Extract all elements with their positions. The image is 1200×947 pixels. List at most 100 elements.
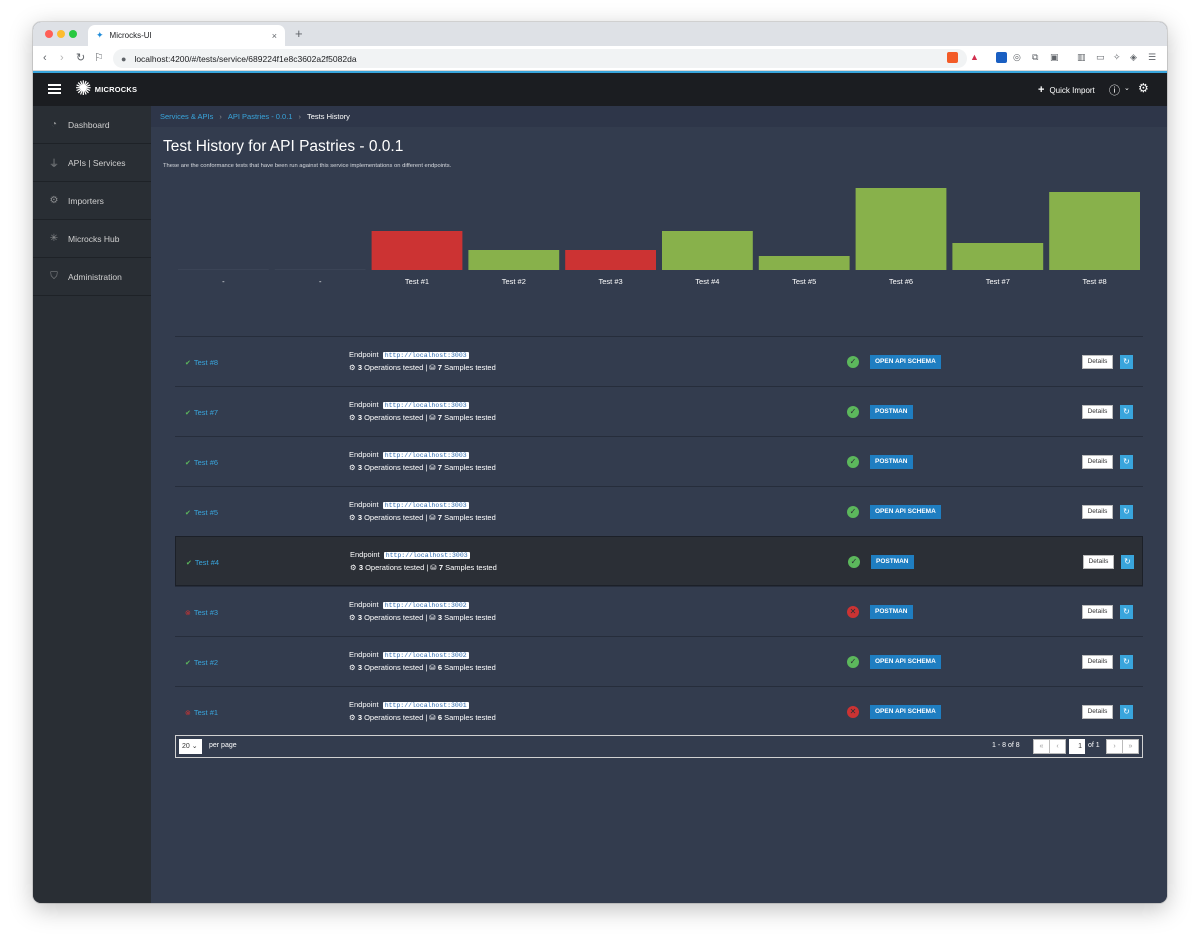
bitwarden-icon[interactable]	[996, 52, 1007, 63]
hamburger-menu-icon[interactable]	[48, 84, 61, 94]
samples-count: 6	[437, 713, 442, 722]
endpoint-line: Endpoint http://localhost:3002	[349, 600, 469, 609]
bookmark-icon[interactable]: ⚐	[94, 52, 104, 64]
sidebar-item-apis-services[interactable]: ⏚ APIs | Services	[33, 144, 151, 182]
browser-menu-icon[interactable]: ☰	[1148, 52, 1157, 62]
back-icon[interactable]: ‹	[43, 52, 47, 64]
test-link[interactable]: ⊗ Test #3	[185, 608, 218, 617]
extension-chat-icon[interactable]: ◎	[1013, 52, 1021, 62]
breadcrumb-services-apis[interactable]: Services & APIs	[160, 112, 214, 121]
sidebar-item-microcks-hub[interactable]: ✳ Microcks Hub	[33, 220, 151, 258]
details-button[interactable]: Details	[1082, 655, 1113, 669]
quick-import-button[interactable]: + Quick Import	[1038, 84, 1095, 96]
minimize-window-button[interactable]	[57, 30, 65, 38]
rerun-icon[interactable]: ↻	[1121, 555, 1134, 569]
extension-translate-icon[interactable]: ▣	[1050, 52, 1059, 62]
sidebar-item-administration[interactable]: ⛉ Administration	[33, 258, 151, 296]
chart-bar[interactable]	[855, 188, 947, 270]
chart-bar[interactable]	[1049, 192, 1140, 270]
details-button[interactable]: Details	[1082, 705, 1113, 719]
vpn-icon[interactable]: ◈	[1130, 52, 1137, 62]
sidebar-item-dashboard[interactable]: ◔ Dashboard	[33, 106, 151, 144]
previous-page-icon[interactable]: ‹	[1049, 739, 1066, 754]
chart-bar[interactable]	[758, 256, 850, 270]
wallet-icon[interactable]: ▭	[1096, 52, 1105, 62]
url-text: localhost:4200/#/tests/service/689224f1e…	[134, 53, 357, 64]
success-status-icon: ✔	[185, 359, 191, 367]
main-content: Services & APIs › API Pastries - 0.0.1 ›…	[151, 106, 1167, 903]
details-button[interactable]: Details	[1082, 405, 1113, 419]
browser-tab[interactable]: ✦ Microcks-UI ×	[88, 25, 285, 46]
rerun-icon[interactable]: ↻	[1120, 505, 1133, 519]
last-page-icon[interactable]: »	[1122, 739, 1139, 754]
rerun-icon[interactable]: ↻	[1120, 605, 1133, 619]
extension-puzzle-icon[interactable]: ⧉	[1032, 52, 1039, 62]
chart-bar[interactable]	[952, 243, 1044, 270]
test-link[interactable]: ✔ Test #5	[185, 508, 218, 517]
samples-count: 7	[437, 463, 442, 472]
sidebar-toggle-icon[interactable]: ▥	[1077, 52, 1086, 62]
chart-bar[interactable]	[178, 269, 269, 270]
cogs-icon: ⚙	[49, 195, 59, 206]
test-link[interactable]: ✔ Test #8	[185, 358, 218, 367]
maximize-window-button[interactable]	[69, 30, 77, 38]
chart-tick-label: Test #6	[889, 277, 913, 286]
rerun-icon[interactable]: ↻	[1120, 655, 1133, 669]
test-name: Test #7	[193, 408, 219, 417]
cog-icon: ⚙	[349, 713, 356, 722]
chevron-down-icon[interactable]: ⌄	[1124, 85, 1130, 92]
chart-bar[interactable]	[565, 250, 656, 270]
gear-icon[interactable]: ⚙	[1138, 81, 1149, 95]
samples-label: Samples tested	[445, 563, 497, 572]
test-link[interactable]: ⊗ Test #1	[185, 708, 218, 717]
leo-ai-icon[interactable]: ✧	[1113, 52, 1121, 62]
tab-close-icon[interactable]: ×	[271, 30, 277, 41]
test-link[interactable]: ✔ Test #7	[185, 408, 218, 417]
chart-bar[interactable]	[468, 250, 560, 270]
details-button[interactable]: Details	[1082, 355, 1113, 369]
endpoint-label: Endpoint	[349, 500, 379, 509]
error-circle-icon: ✕	[847, 706, 859, 718]
cog-icon: ⚙	[350, 563, 357, 572]
chart-bar[interactable]	[662, 231, 753, 270]
forward-icon[interactable]: ›	[60, 52, 64, 64]
endpoint-label: Endpoint	[349, 400, 379, 409]
details-button[interactable]: Details	[1082, 505, 1113, 519]
chart-bar[interactable]	[371, 231, 463, 270]
rerun-icon[interactable]: ↻	[1120, 355, 1133, 369]
reload-icon[interactable]: ↻	[76, 52, 86, 64]
brand-name: MICROCKS	[94, 84, 138, 94]
sidebar-item-importers[interactable]: ⚙ Importers	[33, 182, 151, 220]
details-button[interactable]: Details	[1082, 605, 1113, 619]
rerun-icon[interactable]: ↻	[1120, 455, 1133, 469]
site-info-icon[interactable]: ●	[121, 53, 127, 64]
url-field[interactable]: ● localhost:4200/#/tests/service/689224f…	[113, 49, 967, 68]
close-window-button[interactable]	[45, 30, 53, 38]
chart-bar[interactable]	[274, 269, 366, 270]
new-tab-button[interactable]: +	[295, 26, 303, 41]
next-page-icon[interactable]: ›	[1106, 739, 1123, 754]
details-button[interactable]: Details	[1082, 455, 1113, 469]
details-button[interactable]: Details	[1083, 555, 1114, 569]
plug-icon: ⏚	[49, 159, 59, 170]
operations-count: 3	[357, 613, 362, 622]
test-name: Test #4	[194, 558, 220, 567]
test-history-chart-svg: - - Test #1 Test #2 Test #3 Test #4 Test #5 Tes…	[178, 188, 1140, 286]
test-link[interactable]: ✔ Test #6	[185, 458, 218, 467]
test-link[interactable]: ✔ Test #2	[185, 658, 218, 667]
breadcrumb-api-pastries[interactable]: API Pastries - 0.0.1	[227, 112, 293, 121]
microcks-logo-icon: ✺	[75, 78, 92, 100]
page-number-input[interactable]: 1	[1069, 739, 1085, 754]
brand-logo[interactable]: ✺ MICROCKS	[75, 78, 137, 100]
brave-rewards-icon[interactable]: ▲	[970, 52, 979, 62]
rerun-icon[interactable]: ↻	[1120, 405, 1133, 419]
help-icon[interactable]: ⓘ	[1109, 85, 1120, 97]
operations-count: 3	[357, 713, 362, 722]
rerun-icon[interactable]: ↻	[1120, 705, 1133, 719]
endpoint-line: Endpoint http://localhost:3003	[349, 400, 469, 409]
samples-count: 7	[437, 513, 442, 522]
first-page-icon[interactable]: «	[1033, 739, 1050, 754]
per-page-select[interactable]: 20 ⌄	[179, 739, 202, 754]
brave-shield-icon[interactable]	[947, 52, 958, 63]
test-link[interactable]: ✔ Test #4	[186, 558, 219, 567]
